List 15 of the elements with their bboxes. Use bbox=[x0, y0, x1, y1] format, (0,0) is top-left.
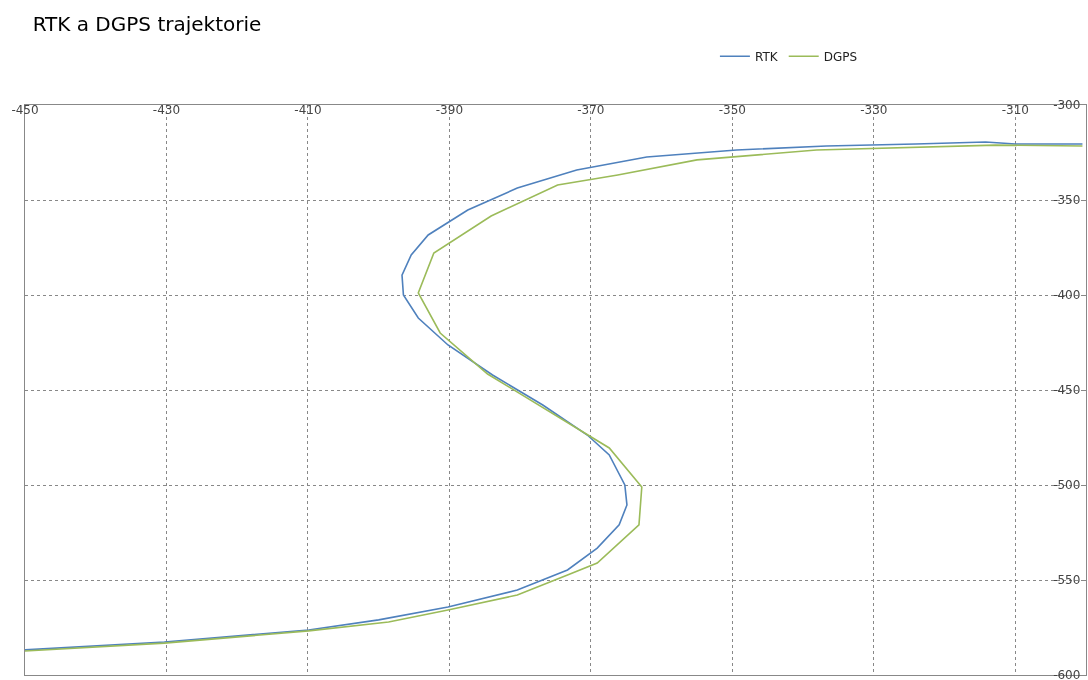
x-tick-label: -370 bbox=[577, 103, 605, 117]
y-tick-label: -500 bbox=[1053, 478, 1081, 493]
legend-label: RTK bbox=[754, 49, 779, 64]
x-tick-label: -430 bbox=[152, 103, 181, 117]
x-tick-label: -390 bbox=[435, 103, 464, 117]
x-tick-label: -410 bbox=[294, 103, 322, 117]
y-tick-label: -450 bbox=[1053, 383, 1081, 398]
x-tick-label: -330 bbox=[860, 103, 888, 117]
x-tick-label: -310 bbox=[1001, 103, 1029, 117]
x-tick-label: -350 bbox=[718, 103, 746, 117]
y-tick-label: -400 bbox=[1053, 288, 1081, 303]
legend-label: DGPS bbox=[823, 49, 858, 64]
y-tick-label: -550 bbox=[1053, 573, 1081, 588]
y-tick-label: -350 bbox=[1053, 193, 1081, 208]
chart-title: RTK a DGPS trajektorie bbox=[32, 12, 262, 36]
